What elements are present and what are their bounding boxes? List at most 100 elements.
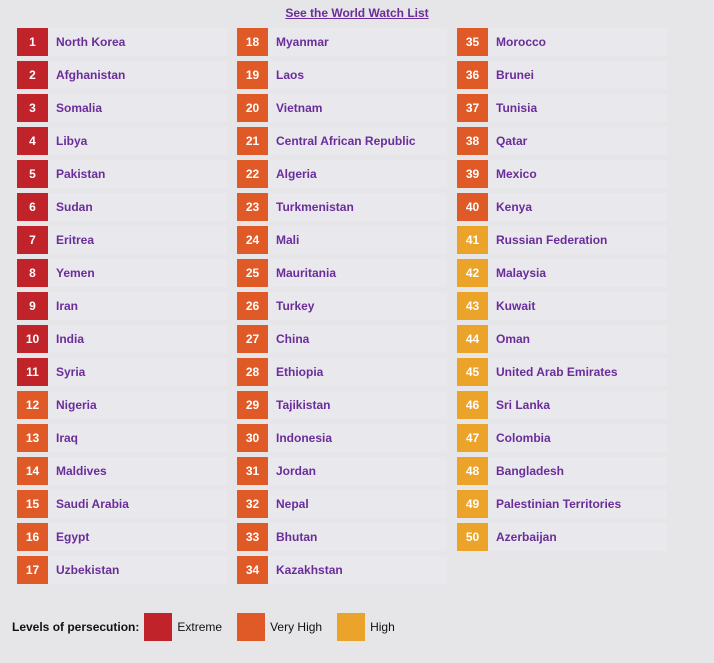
- country-link[interactable]: Mexico: [496, 167, 537, 181]
- ranking-column-1: 1 North Korea 2 Afghanistan 3 Somalia 4 Libya 5 P…: [17, 28, 227, 589]
- country-link[interactable]: Azerbaijan: [496, 530, 557, 544]
- country-link[interactable]: Sudan: [56, 200, 93, 214]
- country-link[interactable]: Bhutan: [276, 530, 318, 544]
- country-link[interactable]: United Arab Emirates: [496, 365, 618, 379]
- country-link[interactable]: Tajikistan: [276, 398, 331, 412]
- country-link[interactable]: Iraq: [56, 431, 79, 445]
- country-row: 20 Vietnam: [237, 94, 447, 122]
- country-link[interactable]: Eritrea: [56, 233, 95, 247]
- rank-badge: 29: [237, 391, 268, 419]
- world-watch-list-link[interactable]: See the World Watch List: [285, 6, 429, 20]
- rank-badge: 9: [17, 292, 48, 320]
- legend-swatch-high: [337, 613, 366, 641]
- country-link[interactable]: Somalia: [56, 101, 103, 115]
- rank-badge: 45: [457, 358, 488, 386]
- country-link[interactable]: Mali: [276, 233, 300, 247]
- country-link[interactable]: Nigeria: [56, 398, 97, 412]
- country-link[interactable]: Russian Federation: [496, 233, 608, 247]
- country-row: 29 Tajikistan: [237, 391, 447, 419]
- country-link[interactable]: Turkmenistan: [276, 200, 354, 214]
- country-row: 44 Oman: [457, 325, 667, 353]
- country-link[interactable]: Bangladesh: [496, 464, 565, 478]
- country-link[interactable]: Ethiopia: [276, 365, 324, 379]
- country-row: 13 Iraq: [17, 424, 227, 452]
- country-row: 48 Bangladesh: [457, 457, 667, 485]
- country-row: 22 Algeria: [237, 160, 447, 188]
- legend-swatch-very-high: [237, 613, 266, 641]
- country-row: 5 Pakistan: [17, 160, 227, 188]
- legend-label-very-high: Very High: [270, 620, 323, 634]
- country-link[interactable]: India: [56, 332, 85, 346]
- country-link[interactable]: Morocco: [496, 35, 547, 49]
- country-link[interactable]: Maldives: [56, 464, 107, 478]
- country-row: 42 Malaysia: [457, 259, 667, 287]
- country-link[interactable]: Egypt: [56, 530, 90, 544]
- country-link[interactable]: Nepal: [276, 497, 309, 511]
- country-link[interactable]: Myanmar: [276, 35, 329, 49]
- rank-badge: 11: [17, 358, 48, 386]
- country-link[interactable]: Kuwait: [496, 299, 536, 313]
- country-link[interactable]: Laos: [276, 68, 305, 82]
- rank-badge: 27: [237, 325, 268, 353]
- rank-badge: 23: [237, 193, 268, 221]
- country-link[interactable]: Jordan: [276, 464, 317, 478]
- country-link[interactable]: Tunisia: [496, 101, 538, 115]
- country-link[interactable]: China: [276, 332, 310, 346]
- country-link[interactable]: Oman: [496, 332, 531, 346]
- country-link[interactable]: Brunei: [496, 68, 535, 82]
- country-row: 19 Laos: [237, 61, 447, 89]
- legend-swatch-extreme: [144, 613, 173, 641]
- country-row: 32 Nepal: [237, 490, 447, 518]
- country-link[interactable]: Algeria: [276, 167, 317, 181]
- rank-badge: 5: [17, 160, 48, 188]
- country-link[interactable]: Kazakhstan: [276, 563, 343, 577]
- country-link[interactable]: Qatar: [496, 134, 528, 148]
- rank-badge: 31: [237, 457, 268, 485]
- country-link[interactable]: Turkey: [276, 299, 315, 313]
- rank-badge: 48: [457, 457, 488, 485]
- country-link[interactable]: Pakistan: [56, 167, 106, 181]
- country-link[interactable]: Kenya: [496, 200, 533, 214]
- country-link[interactable]: North Korea: [56, 35, 126, 49]
- country-link[interactable]: Vietnam: [276, 101, 323, 115]
- country-link[interactable]: Libya: [56, 134, 88, 148]
- country-row: 35 Morocco: [457, 28, 667, 56]
- country-link[interactable]: Indonesia: [276, 431, 333, 445]
- country-link[interactable]: Central African Republic: [276, 134, 416, 148]
- country-link[interactable]: Yemen: [56, 266, 95, 280]
- rank-badge: 16: [17, 523, 48, 551]
- country-link[interactable]: Saudi Arabia: [56, 497, 129, 511]
- country-row: 16 Egypt: [17, 523, 227, 551]
- country-row: 12 Nigeria: [17, 391, 227, 419]
- country-link[interactable]: Malaysia: [496, 266, 547, 280]
- country-row: 3 Somalia: [17, 94, 227, 122]
- country-row: 30 Indonesia: [237, 424, 447, 452]
- country-row: 10 India: [17, 325, 227, 353]
- rank-badge: 12: [17, 391, 48, 419]
- country-link[interactable]: Uzbekistan: [56, 563, 120, 577]
- country-row: 28 Ethiopia: [237, 358, 447, 386]
- country-link[interactable]: Sri Lanka: [496, 398, 551, 412]
- rank-badge: 15: [17, 490, 48, 518]
- country-row: 45 United Arab Emirates: [457, 358, 667, 386]
- rank-badge: 3: [17, 94, 48, 122]
- country-row: 14 Maldives: [17, 457, 227, 485]
- country-row: 47 Colombia: [457, 424, 667, 452]
- country-row: 40 Kenya: [457, 193, 667, 221]
- country-link[interactable]: Palestinian Territories: [496, 497, 622, 511]
- country-link[interactable]: Mauritania: [276, 266, 337, 280]
- rank-badge: 1: [17, 28, 48, 56]
- country-link[interactable]: Colombia: [496, 431, 551, 445]
- country-row: 41 Russian Federation: [457, 226, 667, 254]
- rank-badge: 35: [457, 28, 488, 56]
- country-row: 17 Uzbekistan: [17, 556, 227, 584]
- country-row: 2 Afghanistan: [17, 61, 227, 89]
- rank-badge: 19: [237, 61, 268, 89]
- country-link[interactable]: Syria: [56, 365, 86, 379]
- country-link[interactable]: Iran: [56, 299, 79, 313]
- ranking-column-2: 18 Myanmar 19 Laos 20 Vietnam 21 Central Africa…: [237, 28, 447, 589]
- rank-badge: 47: [457, 424, 488, 452]
- country-link[interactable]: Afghanistan: [56, 68, 126, 82]
- country-row: 33 Bhutan: [237, 523, 447, 551]
- rank-badge: 42: [457, 259, 488, 287]
